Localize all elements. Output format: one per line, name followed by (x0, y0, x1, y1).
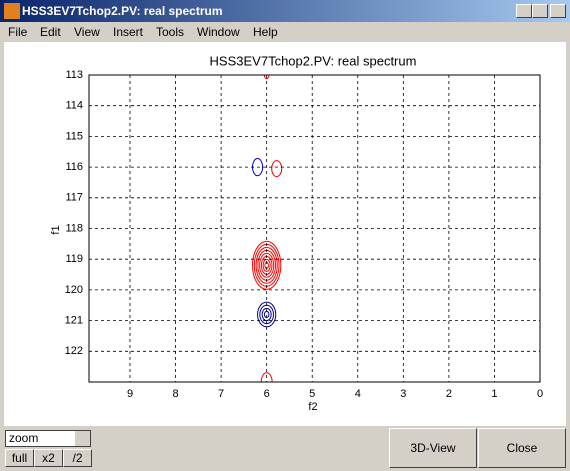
x-tick-label: 4 (355, 388, 361, 400)
menu-item[interactable]: Edit (40, 25, 61, 39)
zoom-button[interactable]: x2 (34, 449, 63, 467)
contour-ring (260, 372, 273, 382)
menu-item[interactable]: Tools (156, 25, 185, 39)
x-tick-label: 1 (491, 388, 497, 400)
menu-item[interactable]: Insert (113, 25, 144, 39)
menu-item[interactable]: Help (253, 25, 278, 39)
x-tick-label: 0 (537, 388, 543, 400)
y-tick-label: 117 (65, 192, 83, 204)
x-axis-label: f2 (308, 401, 317, 413)
contour-ring (261, 307, 272, 322)
x-tick-label: 8 (172, 388, 178, 400)
action-button[interactable]: Close (478, 428, 566, 468)
contour-ring (259, 252, 275, 278)
x-tick-label: 9 (127, 388, 133, 400)
contour-ring (257, 301, 277, 328)
contour-ring (255, 246, 278, 284)
menu-item[interactable]: Window (197, 25, 240, 39)
minimize-button[interactable] (516, 4, 532, 18)
menu-item[interactable]: File (8, 25, 28, 39)
y-tick-label: 114 (65, 100, 83, 112)
contour-ring (271, 160, 283, 178)
zoom-button[interactable]: /2 (63, 449, 92, 467)
zoom-button[interactable]: full (5, 449, 34, 467)
y-tick-label: 116 (65, 161, 83, 173)
y-tick-label: 119 (65, 253, 83, 265)
x-tick-label: 2 (446, 388, 452, 400)
window-title: HSS3EV7Tchop2.PV: real spectrum (22, 4, 223, 18)
menu-bar: File Edit View Insert Tools Window Help (0, 22, 570, 42)
contour-ring (262, 258, 271, 272)
mode-select-value: zoom (9, 431, 39, 445)
y-axis-label: f1 (50, 225, 62, 234)
y-tick-label: 118 (65, 222, 83, 234)
y-tick-label: 113 (65, 69, 83, 81)
x-tick-label: 6 (264, 388, 270, 400)
close-window-button[interactable] (550, 4, 566, 18)
x-tick-label: 5 (309, 388, 315, 400)
mode-select[interactable]: zoom (5, 430, 91, 447)
action-button[interactable]: 3D-View (389, 428, 477, 468)
dropdown-arrow (75, 431, 90, 446)
menu-item[interactable]: View (74, 25, 100, 39)
window-icon (4, 3, 20, 19)
x-tick-label: 7 (218, 388, 224, 400)
maximize-button[interactable] (532, 4, 548, 18)
x-tick-label: 3 (400, 388, 406, 400)
contours (252, 75, 283, 382)
contour-ring (252, 240, 282, 290)
title-bar: HSS3EV7Tchop2.PV: real spectrum (0, 0, 570, 22)
y-tick-label: 120 (65, 284, 83, 296)
y-tick-label: 122 (65, 345, 83, 357)
y-tick-label: 121 (65, 315, 83, 327)
y-tick-label: 115 (65, 130, 83, 142)
chart-title: HSS3EV7Tchop2.PV: real spectrum (210, 53, 417, 68)
